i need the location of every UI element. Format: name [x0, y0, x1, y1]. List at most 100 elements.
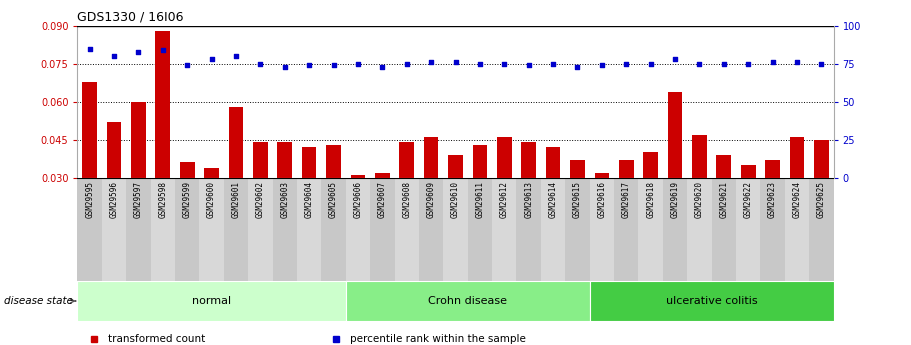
Bar [127, 178, 150, 281]
Bar [444, 178, 467, 281]
Text: GSM29605: GSM29605 [329, 181, 338, 218]
Text: GSM29623: GSM29623 [768, 181, 777, 218]
Bar [272, 178, 297, 281]
Bar [229, 107, 243, 254]
Text: GSM29608: GSM29608 [403, 181, 411, 218]
Text: GSM29604: GSM29604 [304, 181, 313, 218]
Bar [639, 178, 663, 281]
Bar [814, 140, 829, 254]
Text: GSM29624: GSM29624 [793, 181, 802, 218]
Bar [716, 155, 732, 254]
Text: GSM29598: GSM29598 [159, 181, 168, 218]
Text: GSM29610: GSM29610 [451, 181, 460, 218]
Bar [278, 142, 292, 254]
Text: GSM29619: GSM29619 [670, 181, 680, 218]
Point [302, 62, 316, 68]
Bar [102, 178, 127, 281]
Point [253, 61, 268, 67]
Text: GSM29612: GSM29612 [500, 181, 508, 218]
Bar [619, 160, 633, 254]
Point [595, 62, 609, 68]
Point [790, 60, 804, 65]
Bar [614, 178, 639, 281]
Bar [784, 178, 809, 281]
Bar [687, 178, 711, 281]
Text: GSM29625: GSM29625 [817, 181, 826, 218]
Bar [473, 145, 487, 254]
Bar [375, 172, 390, 254]
Text: ulcerative colitis: ulcerative colitis [666, 296, 757, 306]
Point [814, 61, 829, 67]
Bar [711, 178, 736, 281]
Text: GSM29606: GSM29606 [353, 181, 363, 218]
Point [741, 61, 755, 67]
Text: GSM29609: GSM29609 [426, 181, 435, 218]
Text: GSM29618: GSM29618 [646, 181, 655, 218]
Bar [156, 31, 170, 254]
Text: GSM29602: GSM29602 [256, 181, 265, 218]
Text: GSM29622: GSM29622 [743, 181, 752, 218]
Bar [546, 147, 560, 254]
Text: GSM29603: GSM29603 [281, 181, 290, 218]
Text: GSM29613: GSM29613 [524, 181, 533, 218]
Text: GSM29620: GSM29620 [695, 181, 704, 218]
Bar [741, 165, 755, 254]
Bar [253, 142, 268, 254]
Point [643, 61, 658, 67]
Point [107, 53, 121, 59]
Point [131, 49, 146, 55]
Text: GSM29621: GSM29621 [720, 181, 728, 218]
Bar [517, 178, 541, 281]
Bar [175, 178, 200, 281]
Point [521, 62, 536, 68]
Point [570, 64, 585, 70]
Bar [790, 137, 804, 254]
Point [497, 61, 512, 67]
Text: GSM29597: GSM29597 [134, 181, 143, 218]
Bar [492, 178, 517, 281]
Bar [448, 155, 463, 254]
Bar [589, 178, 614, 281]
Bar [204, 168, 219, 254]
Bar [322, 178, 346, 281]
Bar [326, 145, 341, 254]
Point [692, 61, 707, 67]
Point [351, 61, 365, 67]
Bar [663, 178, 687, 281]
Bar [467, 178, 492, 281]
Text: GDS1330 / 16I06: GDS1330 / 16I06 [77, 10, 184, 23]
Text: GSM29600: GSM29600 [207, 181, 216, 218]
Text: normal: normal [192, 296, 231, 306]
Text: Crohn disease: Crohn disease [428, 296, 507, 306]
Text: GSM29615: GSM29615 [573, 181, 582, 218]
Bar [765, 160, 780, 254]
Point [473, 61, 487, 67]
Bar [570, 160, 585, 254]
Bar [107, 122, 121, 254]
Text: transformed count: transformed count [107, 334, 205, 344]
Point [765, 60, 780, 65]
Bar [419, 178, 444, 281]
Bar [521, 142, 536, 254]
Text: GSM29596: GSM29596 [109, 181, 118, 218]
Bar [131, 102, 146, 254]
Point [668, 57, 682, 62]
Text: GSM29599: GSM29599 [183, 181, 191, 218]
Point [717, 61, 732, 67]
Bar [589, 281, 834, 321]
Bar [302, 147, 316, 254]
Bar [668, 92, 682, 254]
Bar [595, 172, 609, 254]
Bar [497, 137, 512, 254]
Point [204, 57, 219, 62]
Bar [77, 178, 102, 281]
Bar [248, 178, 272, 281]
Bar [692, 135, 707, 254]
Bar [200, 178, 224, 281]
Point [179, 62, 194, 68]
Bar [736, 178, 761, 281]
Bar [394, 178, 419, 281]
Point [619, 61, 633, 67]
Bar [643, 152, 658, 254]
Bar [351, 175, 365, 254]
